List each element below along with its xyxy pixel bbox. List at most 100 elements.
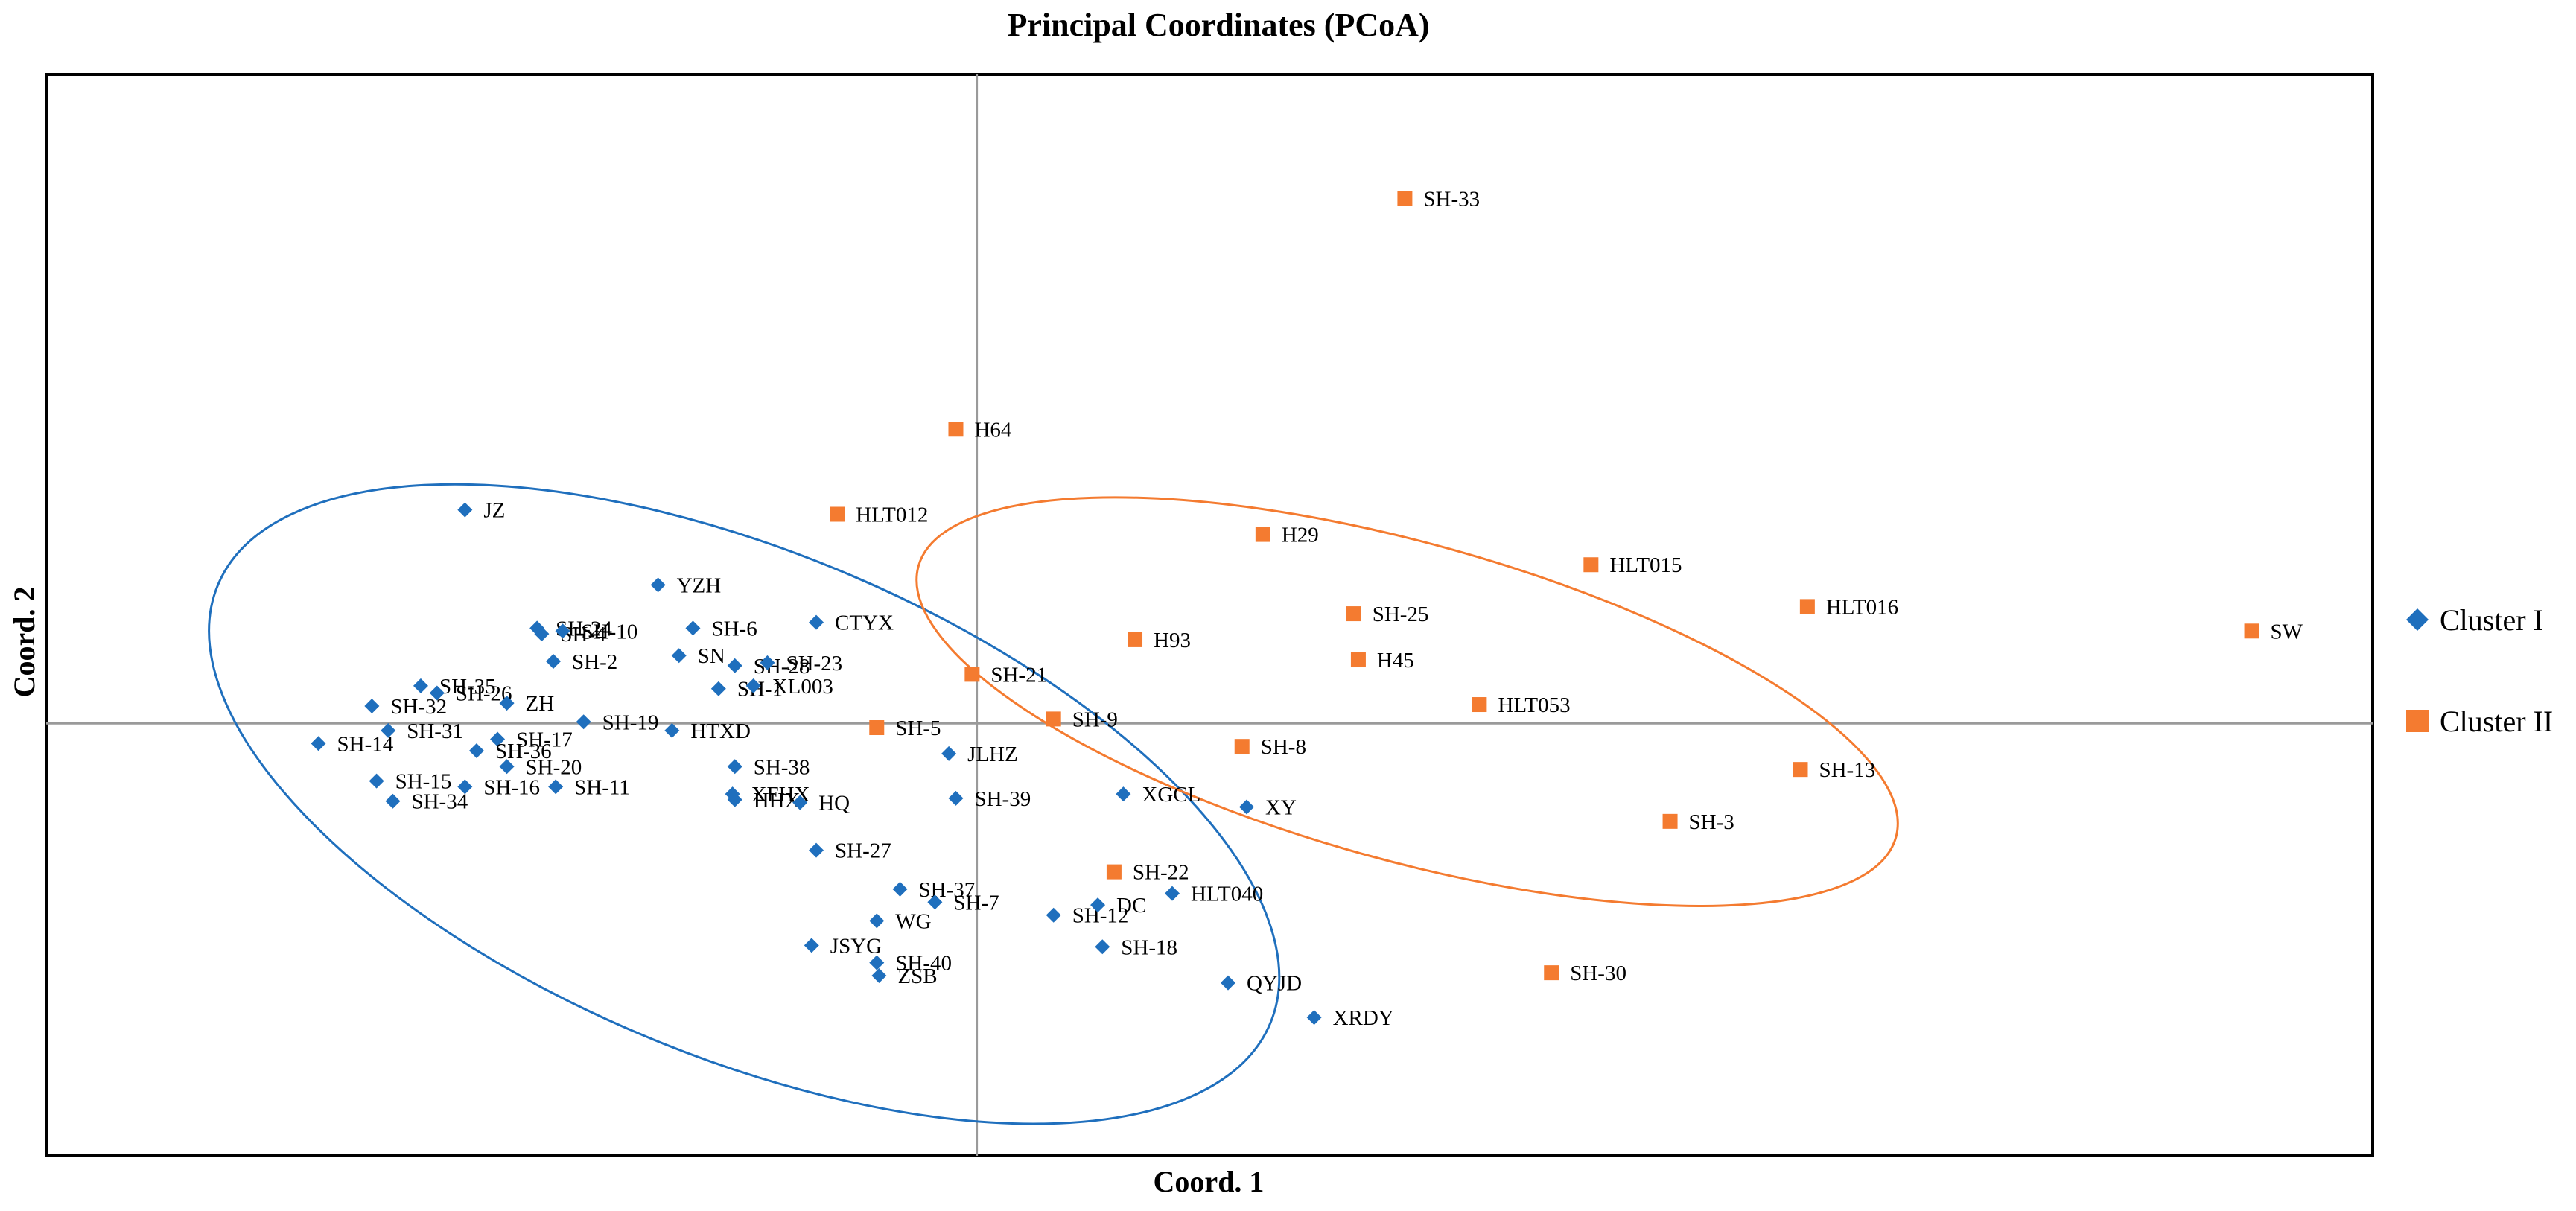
- ellipse-cluster-i: [208, 483, 1281, 1125]
- point-label-ctyx: CTYX: [835, 611, 894, 635]
- point-zh: [499, 696, 515, 711]
- point-label-hq: HQ: [818, 792, 850, 816]
- point-sh-36: [468, 743, 484, 758]
- point-label-hlt053: HLT053: [1498, 693, 1570, 717]
- point-sn: [671, 648, 687, 664]
- point-qyjd: [1220, 975, 1235, 991]
- point-sh-1: [710, 681, 726, 696]
- point-sh-22: [1106, 864, 1122, 880]
- legend-marker-cluster-ii: [2406, 710, 2429, 732]
- point-label-sh-21: SH-21: [990, 663, 1047, 687]
- point-h93: [1128, 632, 1143, 647]
- point-label-sh-9: SH-9: [1072, 708, 1118, 731]
- point-hlt053: [1472, 697, 1487, 713]
- point-sh-9: [1046, 711, 1061, 727]
- point-hlt016: [1799, 599, 1815, 614]
- point-sh-8: [1234, 739, 1250, 754]
- point-label-xgcl: XGCL: [1142, 783, 1200, 807]
- point-label-sh-36: SH-36: [495, 740, 552, 763]
- point-sh-10: [555, 623, 570, 639]
- point-hhx: [727, 792, 742, 807]
- point-h45: [1350, 652, 1366, 668]
- point-sh-31: [381, 722, 396, 738]
- point-label-sh-27: SH-27: [835, 839, 891, 863]
- point-label-qyjd: QYJD: [1247, 972, 1302, 996]
- point-sh-34: [385, 793, 401, 809]
- point-sh-7: [927, 894, 943, 910]
- point-sh-40: [869, 955, 885, 970]
- plot-frame: [45, 73, 2374, 1157]
- point-dc: [1090, 897, 1106, 913]
- point-sh-14: [311, 736, 326, 751]
- point-label-sh-17: SH-17: [516, 728, 573, 751]
- point-xy: [1238, 799, 1254, 815]
- point-label-sh-18: SH-18: [1121, 935, 1177, 959]
- point-label-hlt015: HLT015: [1609, 553, 1682, 577]
- point-sh-27: [809, 842, 824, 858]
- point-label-zh: ZH: [526, 692, 555, 716]
- point-jsyg: [804, 938, 819, 953]
- point-sh-16: [457, 779, 473, 795]
- point-label-jsyg: JSYG: [830, 934, 882, 958]
- point-sh-37: [892, 881, 908, 897]
- point-sh-26: [429, 685, 445, 701]
- point-label-htxd: HTXD: [690, 719, 751, 743]
- point-label-jz: JZ: [483, 499, 505, 523]
- point-ctyx: [809, 614, 824, 630]
- point-label-hhx: HHX: [754, 789, 801, 813]
- point-zsb: [871, 968, 887, 983]
- point-h29: [1255, 527, 1270, 542]
- point-label-sh-37: SH-37: [919, 878, 976, 902]
- point-yzh: [650, 577, 666, 593]
- point-label-sh-40: SH-40: [895, 952, 952, 976]
- point-label-hlt012: HLT012: [856, 503, 928, 527]
- point-label-sn: SN: [698, 644, 725, 668]
- point-sh-17: [490, 731, 506, 747]
- point-label-sh-3: SH-3: [1689, 810, 1734, 834]
- legend-marker-cluster-i: [2406, 608, 2429, 631]
- point-label-h93: H93: [1154, 629, 1191, 652]
- point-label-dc: DC: [1116, 894, 1146, 918]
- point-label-sh-1: SH-1: [737, 678, 783, 702]
- point-sh-11: [548, 779, 564, 795]
- legend: Cluster I Cluster II: [2406, 603, 2553, 738]
- point-label-xrdy: XRDY: [1333, 1006, 1394, 1030]
- point-hlt015: [1583, 557, 1599, 573]
- point-jlhz: [941, 746, 957, 761]
- point-label-wg: WG: [895, 909, 931, 933]
- point-hlt040: [1165, 886, 1180, 901]
- point-label-sh-20: SH-20: [526, 755, 582, 779]
- point-label-zsb: ZSB: [897, 964, 937, 988]
- point-label-sh-8: SH-8: [1261, 735, 1306, 759]
- point-label-sh-38: SH-38: [754, 755, 810, 779]
- point-sh-35: [413, 678, 428, 693]
- point-label-sh-19: SH-19: [602, 711, 659, 734]
- ellipse-cluster-ii: [915, 496, 1899, 907]
- point-sh-3: [1662, 813, 1678, 829]
- point-label-sh-6: SH-6: [711, 617, 757, 641]
- point-label-sh-35: SH-35: [439, 675, 496, 699]
- point-label-sh-34: SH-34: [411, 790, 468, 814]
- point-htxd: [664, 722, 680, 738]
- point-sh-2: [546, 653, 562, 669]
- point-sh-13: [1793, 762, 1808, 778]
- point-label-sh-31: SH-31: [407, 719, 463, 743]
- point-label-h29: H29: [1282, 524, 1319, 547]
- point-sh-39: [948, 790, 964, 806]
- legend-label-cluster-ii: Cluster II: [2440, 705, 2553, 738]
- chart-title: Principal Coordinates (PCoA): [1007, 7, 1429, 43]
- point-sh-28: [727, 658, 742, 673]
- point-label-sh-11: SH-11: [574, 775, 630, 799]
- point-hq: [792, 795, 808, 810]
- point-label-sh-25: SH-25: [1373, 603, 1429, 626]
- point-label-xy: XY: [1265, 795, 1297, 819]
- point-sw: [2244, 623, 2259, 639]
- point-sh-32: [364, 698, 380, 713]
- point-label-sh-4: SH-4: [560, 623, 606, 646]
- point-label-sh-23: SH-23: [786, 652, 842, 676]
- point-label-h45: H45: [1377, 649, 1414, 673]
- point-xgcl: [1116, 786, 1131, 802]
- point-sh-23: [760, 655, 775, 670]
